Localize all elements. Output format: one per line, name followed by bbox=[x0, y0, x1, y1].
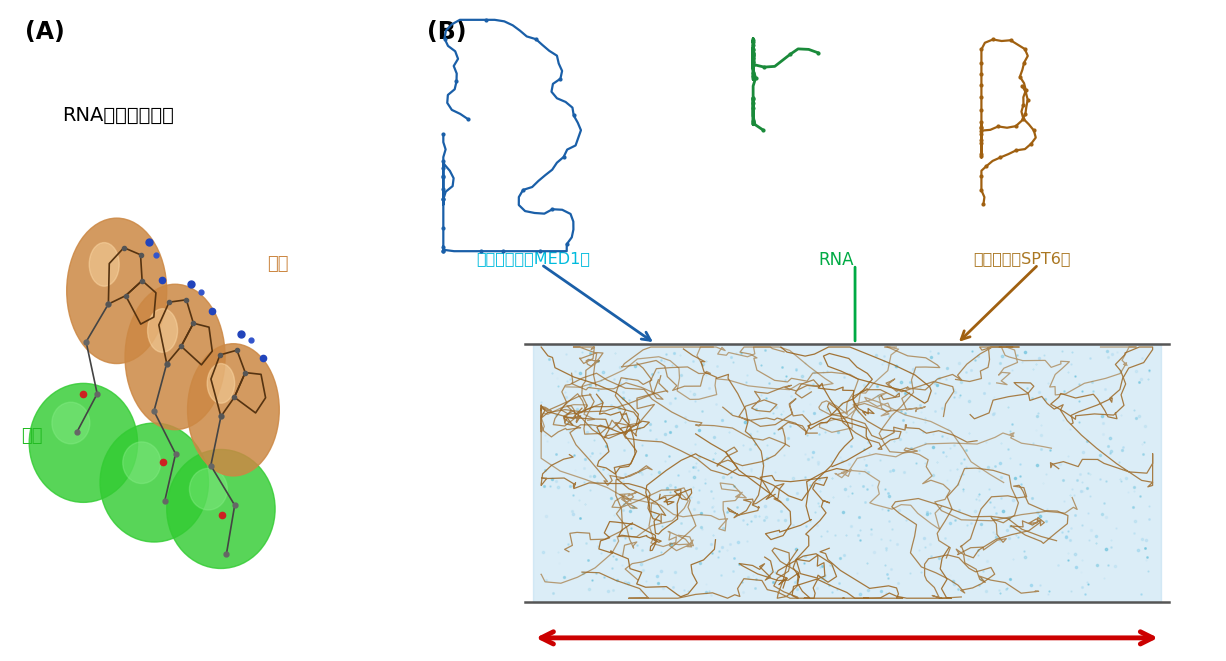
Ellipse shape bbox=[167, 449, 275, 568]
Bar bbox=[533, 344, 1161, 602]
Text: 転写因子（SPT6）: 転写因子（SPT6） bbox=[973, 251, 1070, 266]
Ellipse shape bbox=[66, 218, 167, 364]
Ellipse shape bbox=[89, 243, 119, 286]
Text: 塩基: 塩基 bbox=[267, 255, 288, 274]
Text: タンパク質（MED1）: タンパク質（MED1） bbox=[476, 251, 590, 266]
Ellipse shape bbox=[188, 344, 280, 476]
Ellipse shape bbox=[125, 284, 226, 430]
Text: (A): (A) bbox=[25, 20, 65, 44]
Ellipse shape bbox=[190, 468, 227, 510]
Ellipse shape bbox=[101, 423, 208, 542]
Text: RNA粗視化モデル: RNA粗視化モデル bbox=[63, 106, 174, 125]
Ellipse shape bbox=[147, 309, 178, 352]
Ellipse shape bbox=[123, 442, 161, 483]
Ellipse shape bbox=[207, 364, 234, 403]
Text: (B): (B) bbox=[427, 20, 467, 44]
Ellipse shape bbox=[29, 383, 137, 502]
Text: 主鎖: 主鎖 bbox=[21, 427, 43, 446]
Ellipse shape bbox=[51, 402, 89, 444]
Text: RNA: RNA bbox=[819, 251, 853, 269]
